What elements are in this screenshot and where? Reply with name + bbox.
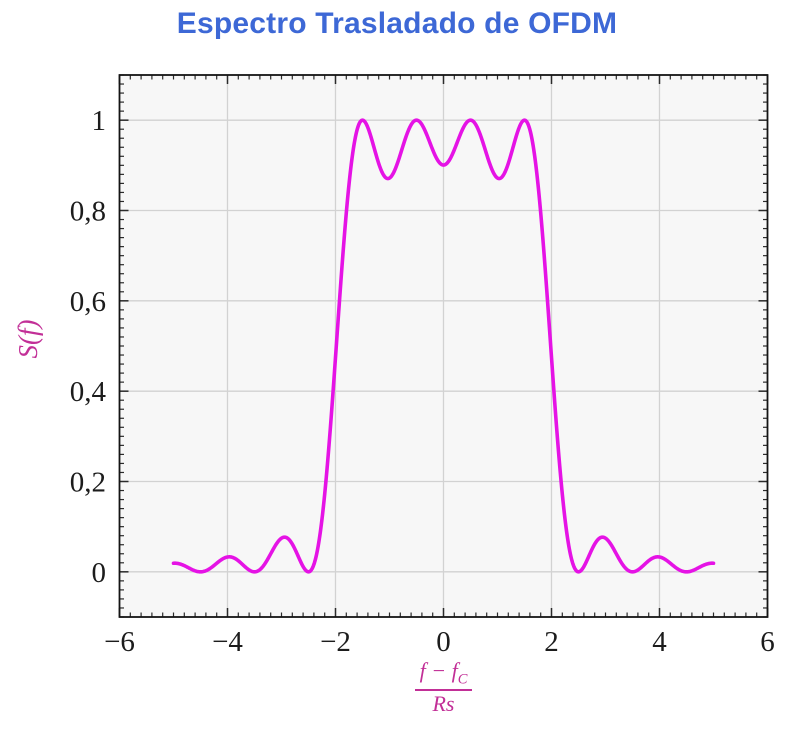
x-axis-label-denominator: Rs	[432, 690, 455, 716]
plot-frame	[118, 74, 769, 618]
x-axis-label: f − fC Rs	[119, 658, 768, 716]
y-tick-label: 0,4	[70, 376, 107, 408]
x-axis-label-numerator-subscript: C	[457, 671, 468, 688]
x-tick-label: 6	[760, 626, 775, 658]
y-tick-label: 0	[92, 557, 107, 589]
y-tick-label: 0,2	[70, 467, 106, 499]
x-tick-label: −2	[320, 626, 351, 658]
y-tick-label: 1	[92, 105, 107, 137]
y-tick-label: 0,8	[70, 196, 106, 228]
y-axis-label-text: S(f)	[13, 319, 43, 359]
x-tick-label: 2	[544, 626, 559, 658]
x-axis-label-numerator: f − fC	[414, 658, 473, 691]
y-axis-label: S(f)	[11, 279, 45, 399]
chart-title: Espectro Trasladado de OFDM	[176, 7, 618, 40]
x-tick-label: 4	[652, 626, 667, 658]
x-tick-label: −4	[212, 626, 243, 658]
y-tick-label: 0,6	[70, 286, 106, 318]
x-tick-label: −6	[104, 626, 135, 658]
spectrum-curve	[171, 118, 716, 574]
x-tick-label: 0	[436, 626, 451, 658]
x-axis-label-fraction: f − fC Rs	[414, 658, 473, 716]
x-axis-label-numerator-main: f − f	[419, 658, 458, 683]
